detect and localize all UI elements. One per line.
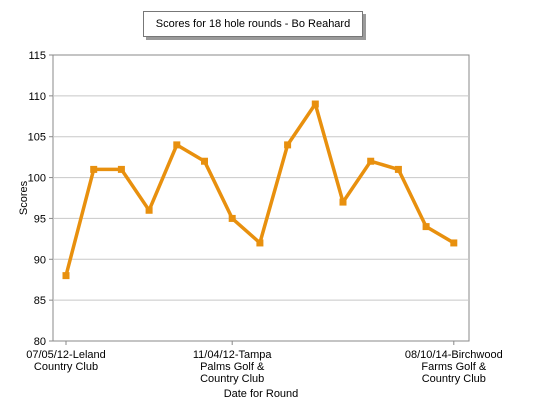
x-tick-label: 08/10/14-Birchwood Farms Golf & Country Cl…: [405, 349, 503, 385]
data-point: [339, 198, 347, 206]
data-point: [256, 239, 264, 247]
plot-area: [52, 54, 470, 342]
chart-title: Scores for 18 hole rounds - Bo Reahard: [143, 11, 363, 37]
x-tick-label: 11/04/12-Tampa Palms Golf & Country Club: [193, 349, 273, 385]
data-point: [62, 272, 70, 280]
data-point: [311, 100, 319, 108]
y-tick-label: 110: [28, 91, 46, 103]
y-tick-label: 90: [34, 254, 46, 266]
y-tick-label: 95: [34, 213, 46, 225]
data-point: [145, 206, 153, 214]
data-point: [450, 239, 458, 247]
data-point: [367, 157, 375, 165]
data-point: [422, 223, 430, 231]
y-tick-label: 115: [28, 50, 46, 62]
y-tick-label: 80: [34, 336, 46, 348]
y-tick-label: 100: [28, 173, 46, 185]
x-axis-label: Date for Round: [224, 388, 299, 400]
data-point: [394, 165, 402, 173]
data-point: [201, 157, 208, 165]
data-point: [228, 214, 236, 222]
y-tick-label: 105: [28, 132, 46, 144]
y-axis-label: Scores: [18, 180, 30, 215]
data-point: [284, 141, 292, 149]
y-tick-label: 85: [34, 295, 46, 307]
data-point: [90, 165, 98, 173]
data-point: [117, 165, 125, 173]
data-point: [173, 141, 181, 149]
x-tick-label: 07/05/12-Leland Country Club: [26, 349, 106, 373]
